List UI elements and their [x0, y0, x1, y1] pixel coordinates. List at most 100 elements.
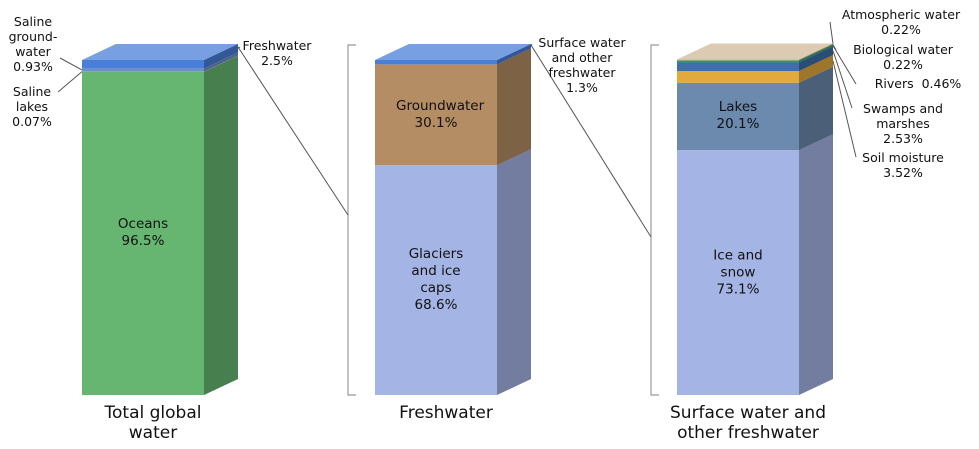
bar-side-shade [799, 54, 833, 83]
segment-label: Swamps and marshes 2.53% [848, 101, 958, 146]
bar-segment [375, 60, 497, 65]
segment-name: Lakes [718, 99, 758, 116]
segment-value: 3.52% [883, 165, 923, 180]
title-text: Total global water [104, 403, 202, 443]
bar-side-shade [799, 134, 833, 396]
segment-value: 68.6% [414, 297, 458, 314]
bar-segment [677, 70, 799, 83]
bar-top-shade [82, 44, 238, 60]
segment-name: Ice and snow [713, 247, 763, 281]
bar-top [82, 44, 238, 60]
bar-segment [375, 165, 497, 395]
segment-label: Lakes 20.1% [698, 99, 778, 133]
bracket [347, 44, 356, 396]
bar-side [497, 48, 531, 166]
chart-title: Surface water and other freshwater [653, 403, 843, 443]
bar-segment [677, 150, 799, 395]
bar-side [799, 66, 833, 151]
bar-segment [82, 68, 204, 72]
bar-side [799, 54, 833, 83]
leader-line [59, 57, 83, 71]
segment-name: Freshwater [242, 38, 312, 53]
title-text: Freshwater [399, 403, 493, 423]
leader-line [832, 60, 857, 158]
bar-side-shade [204, 55, 238, 72]
bar-side-shade [497, 48, 531, 166]
segment-value: 2.5% [261, 53, 293, 68]
bar-top-shade [375, 44, 531, 60]
bar-segment [677, 82, 799, 151]
leader-line [530, 43, 533, 47]
bar-side-shade [799, 44, 833, 63]
segment-label: Glaciers and ice caps 68.6% [396, 246, 476, 314]
segment-name: Swamps and marshes [863, 101, 943, 131]
bar-segment [375, 64, 497, 166]
segment-name: Groundwater [396, 97, 485, 114]
segment-value: 73.1% [716, 281, 760, 298]
bar-side-shade [799, 43, 833, 61]
chart-title: Total global water [83, 403, 223, 443]
leader-line [57, 71, 83, 93]
bar-side-shade [799, 66, 833, 151]
segment-label: Saline ground-water 0.93% [2, 14, 64, 74]
segment-value: 0.93% [13, 59, 53, 74]
segment-value: 0.22% [881, 22, 921, 37]
segment-value: 0.46% [921, 76, 962, 91]
segment-label: Rivers 0.46% [858, 76, 978, 91]
bar-segment [677, 60, 799, 63]
leader-line [832, 50, 853, 109]
segment-label: Biological water 0.22% [830, 42, 976, 72]
bar-segment [677, 59, 799, 61]
bar-side-shade [799, 46, 833, 71]
leader-line [832, 44, 837, 51]
bar-side-shade [204, 55, 238, 395]
bar-side [204, 44, 238, 69]
bar-segment [82, 71, 204, 395]
bar-side [204, 55, 238, 72]
segment-label: Oceans 96.5% [103, 216, 183, 250]
segment-label: Groundwater 30.1% [396, 98, 484, 132]
segment-value: 1.3% [566, 80, 598, 95]
connector [530, 44, 652, 238]
segment-label: Surface water and other freshwater 1.3% [527, 35, 637, 95]
title-text: Surface water and other freshwater [670, 403, 826, 443]
bar-side-shade [497, 44, 531, 65]
bar-side-shade [799, 44, 833, 61]
connector [237, 46, 349, 216]
segment-name: Rivers [874, 76, 914, 91]
segment-name: Surface water and other freshwater [538, 35, 626, 80]
bar-side [799, 44, 833, 63]
segment-value: 0.22% [883, 57, 923, 72]
bar-segment [677, 60, 799, 61]
chart-title: Freshwater [376, 403, 516, 423]
bar-side-shade [204, 44, 238, 69]
segment-name: Oceans [117, 216, 169, 233]
segment-name: Saline lakes [12, 84, 52, 114]
segment-value: 0.07% [12, 114, 52, 129]
segment-label: Freshwater 2.5% [232, 38, 322, 68]
bar-top-shade [677, 43, 833, 60]
segment-value: 30.1% [414, 114, 458, 131]
bar-side [497, 149, 531, 395]
bar-side [799, 44, 833, 61]
segment-name: Saline ground-water [8, 14, 58, 59]
segment-name: Biological water [853, 42, 953, 57]
bar-side [799, 43, 833, 61]
segment-value: 20.1% [716, 116, 760, 133]
bar-side [204, 52, 238, 72]
segment-value: 96.5% [121, 233, 165, 250]
segment-name: Atmospheric water [841, 7, 961, 22]
bar-segment [677, 62, 799, 71]
segment-label: Ice and snow 73.1% [698, 247, 778, 298]
bar-side-shade [204, 52, 238, 72]
segment-value: 2.53% [883, 131, 923, 146]
bar-side [204, 55, 238, 395]
leader-line [829, 21, 834, 44]
segment-label: Saline lakes 0.07% [2, 84, 62, 129]
bar-segment [82, 60, 204, 69]
segment-name: Soil moisture [862, 150, 944, 165]
bar-top [375, 44, 531, 60]
segment-label: Soil moisture 3.52% [848, 150, 958, 180]
leader-line [237, 46, 241, 49]
